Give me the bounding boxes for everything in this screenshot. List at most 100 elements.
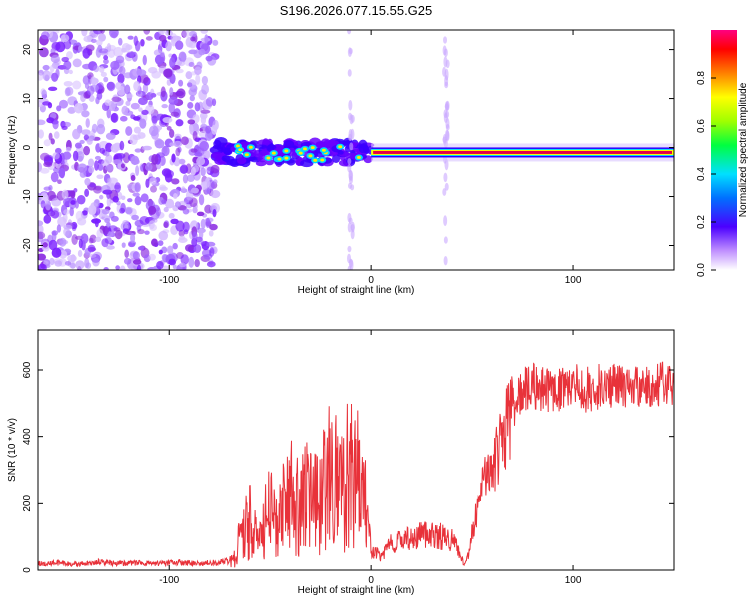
noise-speckle [50, 138, 55, 145]
band-hot-core [302, 147, 307, 151]
noise-speckle [43, 161, 53, 168]
band-hot-core [298, 151, 303, 155]
noise-speckle [190, 166, 196, 176]
noise-speckle [38, 231, 46, 240]
noise-speckle [57, 216, 67, 227]
noise-speckle [145, 36, 153, 41]
noise-speckle [134, 148, 142, 153]
noise-speckle [63, 60, 72, 70]
noise-speckle [200, 115, 207, 125]
noise-speckle [180, 52, 186, 63]
noise-speckle [43, 214, 52, 224]
noise-speckle [131, 214, 139, 221]
noise-speckle [119, 207, 125, 214]
noise-speckle [42, 101, 52, 106]
noise-speckle [164, 198, 175, 209]
noise-speckle [43, 186, 52, 191]
vertical-streak [350, 128, 355, 140]
noise-speckle [105, 132, 116, 140]
heatmap-y-tick-label: 10 [22, 93, 33, 105]
vertical-streak [445, 59, 450, 69]
noise-speckle [142, 83, 149, 94]
noise-speckle [186, 82, 193, 88]
noise-speckle [180, 254, 189, 265]
noise-speckle [110, 60, 120, 70]
noise-speckle [109, 30, 119, 39]
band-blob [283, 140, 295, 150]
noise-speckle [188, 30, 197, 38]
noise-speckle [91, 38, 97, 43]
noise-speckle [38, 129, 44, 139]
heatmap-y-ticks: 20 10 0 -10 -20 [22, 44, 674, 253]
vertical-streak [348, 99, 353, 111]
noise-speckle [138, 97, 148, 106]
noise-speckle [126, 183, 135, 190]
vertical-streak [443, 36, 448, 44]
noise-speckle [100, 71, 107, 77]
noise-speckle [48, 239, 58, 251]
noise-speckle [184, 244, 194, 252]
heatmap-x-tick-label: 100 [565, 275, 582, 286]
noise-speckle [181, 186, 186, 192]
noise-speckle [119, 66, 126, 76]
noise-speckle [148, 205, 157, 215]
noise-speckle [88, 166, 95, 174]
noise-speckle [134, 182, 141, 193]
noise-speckle [142, 145, 152, 151]
heatmap-x-tick-label: 0 [368, 275, 374, 286]
noise-speckle [178, 79, 184, 87]
noise-speckle [205, 125, 212, 134]
noise-speckle [154, 139, 165, 149]
noise-speckle [66, 51, 73, 60]
noise-speckle [200, 218, 206, 229]
noise-speckle [96, 124, 106, 135]
noise-speckle [51, 230, 57, 242]
noise-speckle [81, 129, 91, 136]
vertical-streak [443, 236, 448, 244]
heatmap-frame [37, 29, 675, 271]
noise-speckle [73, 102, 84, 114]
noise-speckle [72, 128, 81, 140]
noise-speckle [150, 93, 157, 98]
noise-speckle [179, 164, 189, 175]
noise-speckle [92, 257, 100, 267]
noise-speckle [119, 140, 125, 151]
noise-speckle [172, 242, 178, 250]
vertical-streak [347, 30, 352, 35]
noise-speckle [135, 165, 140, 177]
noise-speckle [212, 39, 219, 46]
noise-speckle [192, 130, 198, 141]
snr-y-ticks: 0 200 400 600 [22, 361, 674, 573]
noise-speckle [110, 215, 119, 222]
noise-speckle [175, 119, 184, 127]
noise-speckle [87, 244, 96, 253]
noise-speckle [143, 30, 151, 35]
band-blob [300, 159, 314, 168]
noise-speckle [212, 208, 217, 218]
noise-speckle [89, 183, 96, 188]
noise-speckle [38, 72, 44, 81]
snr-x-ticks: -100 0 100 [159, 330, 582, 586]
noise-speckle [121, 242, 126, 248]
noise-speckle [38, 253, 47, 261]
noise-speckle [40, 152, 50, 161]
noise-speckle [161, 199, 167, 205]
noise-speckle [151, 70, 161, 79]
noise-speckle [172, 264, 177, 270]
noise-speckle [188, 256, 195, 268]
noise-speckle [154, 54, 164, 65]
heatmap-x-tick-label: -100 [159, 275, 179, 286]
noise-speckle [148, 220, 155, 230]
noise-speckle [130, 114, 136, 120]
noise-speckle [163, 221, 169, 228]
heatmap-x-ticks: -100 0 100 [159, 30, 582, 286]
colorbar-gradient [711, 30, 737, 270]
noise-speckle [168, 128, 175, 138]
vertical-streak [350, 223, 355, 231]
noise-speckle [58, 99, 69, 109]
band-blob [315, 141, 326, 148]
noise-speckle [68, 69, 73, 75]
noise-speckle [97, 82, 104, 90]
noise-speckle [176, 88, 186, 99]
noise-speckle [62, 151, 72, 160]
